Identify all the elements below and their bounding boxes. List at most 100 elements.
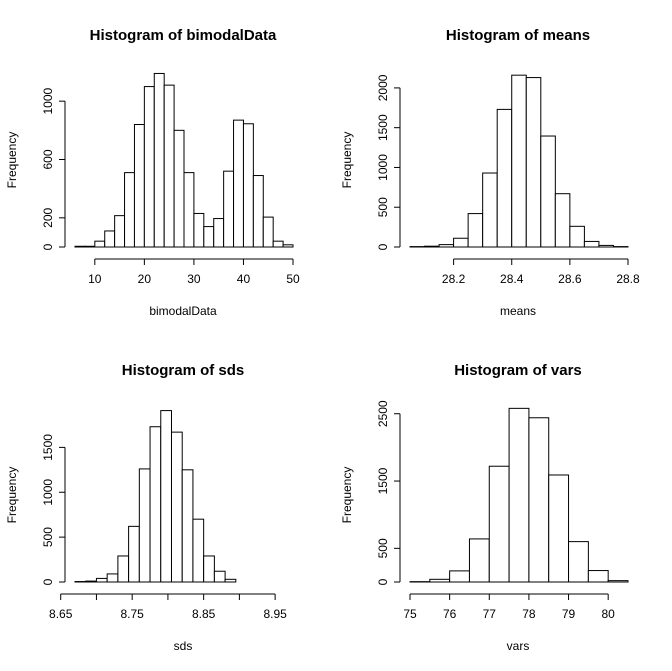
histogram-bar xyxy=(583,240,600,248)
histogram-bar xyxy=(213,570,226,583)
plot-area: 8.65 8.75 8.85 8.95 0 500 1000 1500 xyxy=(41,410,287,621)
histogram-bar xyxy=(173,129,185,248)
y-tick-label: 1500 xyxy=(41,434,55,461)
panel-sds: Histogram of sds sds Frequency 8.65 8.75 8… xyxy=(5,362,287,653)
histogram-bar xyxy=(233,119,244,248)
histogram-bar xyxy=(203,555,215,583)
x-tick-label: 75 xyxy=(403,607,417,621)
histogram-bar xyxy=(453,237,469,248)
histogram-bar xyxy=(138,468,151,583)
histogram-bar xyxy=(540,135,556,248)
histogram-bar xyxy=(160,410,172,583)
histogram-bar xyxy=(117,555,130,583)
y-tick-label: 1000 xyxy=(376,154,390,181)
y-tick-label: 200 xyxy=(41,208,55,228)
histogram-bar xyxy=(94,240,106,248)
x-tick-label: 8.65 xyxy=(49,607,73,621)
x-axis-label: vars xyxy=(507,639,530,653)
x-tick-label: 28.4 xyxy=(500,272,524,286)
histogram-bar xyxy=(528,417,550,583)
y-tick-label: 0 xyxy=(376,243,390,250)
histogram-bar xyxy=(114,215,126,248)
chart-title: Histogram of means xyxy=(446,27,590,44)
histogram-bar xyxy=(598,244,614,248)
y-axis-label: Frequency xyxy=(5,132,19,189)
y-tick-label: 600 xyxy=(41,149,55,169)
histogram-bar xyxy=(183,172,195,248)
histogram-bar xyxy=(282,244,294,248)
histogram-bar xyxy=(181,469,194,583)
histogram-bar xyxy=(192,518,205,583)
histogram-bar xyxy=(496,108,513,248)
y-tick-label: 1000 xyxy=(41,87,55,114)
x-axis-label: means xyxy=(500,304,536,318)
x-tick-label: 28.6 xyxy=(558,272,582,286)
histogram-bar xyxy=(203,226,215,248)
x-tick-label: 10 xyxy=(88,272,102,286)
x-tick-label: 77 xyxy=(483,607,497,621)
x-axis-label: bimodalData xyxy=(149,304,217,318)
histogram-bar xyxy=(568,541,589,583)
y-tick-label: 0 xyxy=(41,578,55,585)
x-tick-label: 78 xyxy=(522,607,536,621)
y-tick-label: 2500 xyxy=(376,400,390,427)
histogram-bar xyxy=(193,212,205,248)
x-tick-label: 80 xyxy=(602,607,616,621)
histogram-bar xyxy=(468,538,490,583)
x-tick-label: 8.95 xyxy=(263,607,287,621)
x-tick-label: 20 xyxy=(138,272,152,286)
histogram-bar xyxy=(223,170,235,248)
histogram-bar xyxy=(163,84,175,248)
histogram-bar xyxy=(569,225,585,248)
x-tick-label: 8.75 xyxy=(121,607,145,621)
histogram-bar xyxy=(429,578,451,583)
histogram-bar xyxy=(213,218,225,248)
panel-means: Histogram of means means Frequency 28.2 2… xyxy=(340,27,640,318)
y-axis-label: Frequency xyxy=(5,467,19,524)
y-tick-label: 2000 xyxy=(376,74,390,101)
histogram-bar xyxy=(554,193,571,248)
y-tick-label: 0 xyxy=(376,578,390,585)
histogram-bar xyxy=(242,123,254,248)
x-tick-label: 76 xyxy=(443,607,457,621)
histogram-bar xyxy=(128,525,140,583)
histogram-bar xyxy=(84,245,96,248)
x-tick-label: 30 xyxy=(187,272,201,286)
histogram-bar xyxy=(482,172,498,248)
x-tick-label: 28.8 xyxy=(616,272,640,286)
histogram-bar xyxy=(272,240,284,248)
histogram-bar xyxy=(548,474,570,583)
panel-vars: Histogram of vars vars Frequency 75 76 77 7… xyxy=(340,362,629,653)
x-tick-label: 50 xyxy=(286,272,300,286)
y-axis-label: Frequency xyxy=(340,467,354,524)
y-axis-label: Frequency xyxy=(340,132,354,189)
y-tick-label: 500 xyxy=(376,538,390,558)
histogram-bar xyxy=(104,230,116,248)
histogram-bar xyxy=(143,86,155,248)
plot-area: 28.2 28.4 28.6 28.8 0 500 1000 1500 2000 xyxy=(376,74,640,286)
chart-title: Histogram of sds xyxy=(122,362,245,379)
chart-title: Histogram of bimodalData xyxy=(90,27,277,44)
x-axis-label: sds xyxy=(174,639,193,653)
panel-bimodal: Histogram of bimodalData bimodalData Fre… xyxy=(5,27,300,318)
histogram-bar xyxy=(224,578,237,583)
histogram-bar xyxy=(511,74,527,248)
y-tick-label: 500 xyxy=(41,527,55,547)
y-tick-label: 1500 xyxy=(376,467,390,494)
plot-area: 75 76 77 78 79 80 0 500 1500 2500 xyxy=(376,400,629,621)
histogram-bar xyxy=(449,570,470,583)
x-tick-label: 28.2 xyxy=(442,272,466,286)
histogram-bar xyxy=(488,465,510,583)
histogram-bar xyxy=(467,213,484,248)
histogram-bar xyxy=(106,573,119,583)
histogram-bar xyxy=(607,580,629,583)
chart-title: Histogram of vars xyxy=(454,362,582,379)
y-tick-label: 0 xyxy=(41,243,55,250)
histogram-bar xyxy=(587,570,609,583)
y-tick-label: 1500 xyxy=(376,114,390,141)
x-tick-label: 40 xyxy=(237,272,251,286)
histogram-bar xyxy=(252,175,264,248)
histogram-bar xyxy=(153,72,165,248)
histogram-bar xyxy=(85,580,97,583)
